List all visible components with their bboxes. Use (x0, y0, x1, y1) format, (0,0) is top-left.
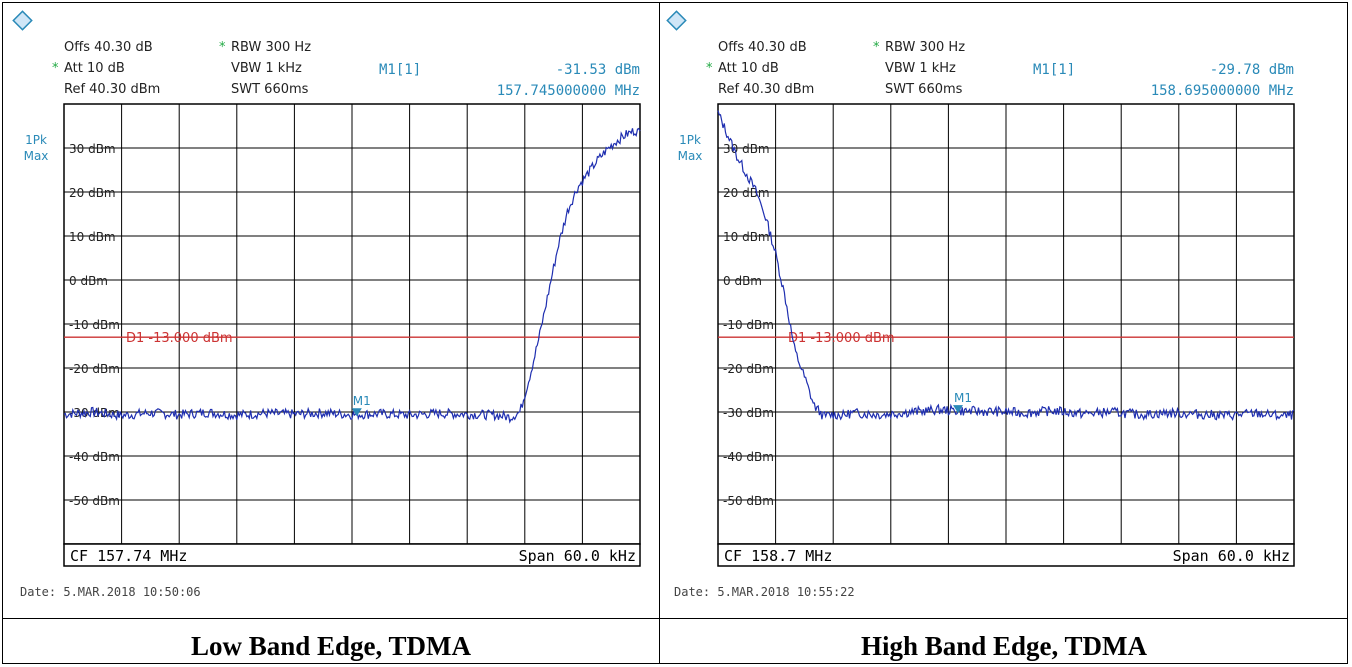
caption-low: Low Band Edge, TDMA (190, 631, 472, 661)
marker-m1-icon (351, 408, 362, 417)
table-border-top (2, 2, 1348, 3)
table-border-bottom (2, 663, 1348, 664)
y-tick-label: -30 dBm (723, 406, 774, 420)
spectrum-trace (63, 127, 641, 424)
span-label: Span 60.0 kHz (519, 547, 636, 565)
table-border-left (2, 2, 3, 664)
y-tick-label: 0 dBm (723, 274, 762, 288)
marker-readout-frequency: 157.745000000 MHz (497, 83, 640, 99)
marker-readout-frequency: 158.695000000 MHz (1151, 83, 1294, 99)
marker-readout-level: -29.78 dBm (1210, 62, 1294, 78)
header-reference-level: Ref 40.30 dBm (64, 82, 160, 97)
footer-bar (717, 543, 1295, 567)
header-vbw: VBW 1 kHz (231, 61, 302, 76)
y-tick-label: -10 dBm (723, 318, 774, 332)
y-tick-label: 20 dBm (69, 186, 116, 200)
y-tick-label: -20 dBm (723, 362, 774, 376)
y-tick-label: 30 dBm (723, 142, 770, 156)
y-tick-label: -50 dBm (723, 494, 774, 508)
y-tick-label: -40 dBm (69, 450, 120, 464)
capture-date: Date: 5.MAR.2018 10:50:06 (20, 585, 201, 599)
header-rbw: RBW 300 Hz (231, 40, 311, 55)
display-line-label: D1 -13.000 dBm (788, 331, 895, 346)
marker-m1-label: M1 (954, 391, 972, 405)
trace-mode-label: 1Pk (679, 133, 701, 147)
y-tick-label: -20 dBm (69, 362, 120, 376)
marker-readout-level: -31.53 dBm (556, 62, 640, 78)
capture-date: Date: 5.MAR.2018 10:55:22 (674, 585, 855, 599)
y-tick-label: 20 dBm (723, 186, 770, 200)
y-tick-label: 30 dBm (69, 142, 116, 156)
header-offset: Offs 40.30 dB (718, 40, 807, 55)
y-tick-label: 0 dBm (69, 274, 108, 288)
y-tick-label: -50 dBm (69, 494, 120, 508)
table-column-divider (659, 2, 660, 664)
footer-bar (63, 543, 641, 567)
span-label: Span 60.0 kHz (1173, 547, 1290, 565)
caption-high: High Band Edge, TDMA (860, 631, 1148, 661)
trace-mode-label: 1Pk (25, 133, 47, 147)
y-tick-label: -10 dBm (69, 318, 120, 332)
rbw-star-icon: * (219, 40, 226, 55)
att-star-icon: * (52, 61, 59, 76)
spectrum-panel-low: Offs 40.30 dB * Att 10 dB Ref 40.30 dBm * RBW… (6, 4, 666, 612)
center-frequency-label: CF 157.74 MHz (70, 547, 187, 565)
header-reference-level: Ref 40.30 dBm (718, 82, 814, 97)
header-swt: SWT 660ms (231, 82, 309, 97)
spectrum-plot-high: Offs 40.30 dB * Att 10 dB Ref 40.30 dBm * RBW… (666, 10, 1295, 599)
display-line-label: D1 -13.000 dBm (126, 331, 233, 346)
att-star-icon: * (706, 61, 713, 76)
marker-m1-icon (953, 405, 963, 414)
table-row-divider (2, 618, 1348, 619)
header-rbw: RBW 300 Hz (885, 40, 965, 55)
header-attenuation: Att 10 dB (64, 61, 125, 76)
header-offset: Offs 40.30 dB (64, 40, 153, 55)
rs-logo-icon (12, 10, 33, 31)
header-attenuation: Att 10 dB (718, 61, 779, 76)
marker-readout-id: M1[1] (379, 62, 421, 78)
header-swt: SWT 660ms (885, 82, 963, 97)
table-border-right (1347, 2, 1348, 664)
marker-readout-id: M1[1] (1033, 62, 1075, 78)
trace-mode-label: Max (678, 149, 703, 163)
rs-logo-icon (666, 10, 687, 31)
y-tick-label: -40 dBm (723, 450, 774, 464)
rbw-star-icon: * (873, 40, 880, 55)
spectrum-panel-high: Offs 40.30 dB * Att 10 dB Ref 40.30 dBm * RBW… (660, 4, 1320, 612)
header-vbw: VBW 1 kHz (885, 61, 956, 76)
trace-mode-label: Max (24, 149, 49, 163)
spectrum-trace (717, 110, 1295, 422)
spectrum-plot-low: Offs 40.30 dB * Att 10 dB Ref 40.30 dBm * RBW… (12, 10, 641, 599)
center-frequency-label: CF 158.7 MHz (724, 547, 832, 565)
y-tick-label: 10 dBm (69, 230, 116, 244)
y-tick-label: 10 dBm (723, 230, 770, 244)
marker-m1-label: M1 (353, 394, 371, 408)
